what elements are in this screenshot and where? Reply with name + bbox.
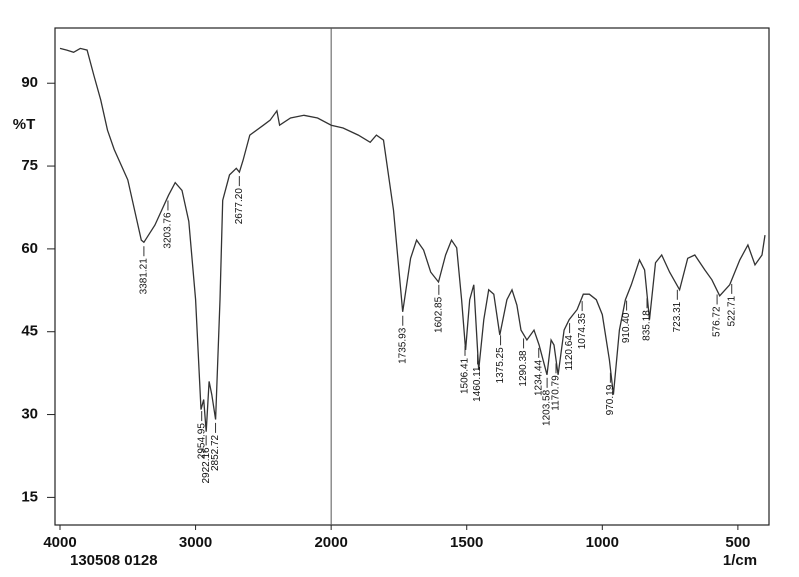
peak-label: 1170.79	[551, 375, 562, 411]
peak-label: 1735.93	[397, 327, 408, 364]
peak-label: 522.71	[726, 295, 737, 326]
x-tick-label: 4000	[43, 534, 76, 551]
peak-label: 3381.21	[139, 258, 150, 295]
x-tick-label: 500	[725, 534, 750, 551]
y-tick-label: 75	[21, 157, 38, 174]
plot-frame	[54, 27, 770, 526]
y-tick-label: 30	[21, 406, 38, 423]
y-axis-label: %T	[13, 116, 36, 133]
y-tick-label: 90	[21, 74, 38, 91]
peak-label: 3203.76	[163, 212, 174, 249]
peak-label: 1074.35	[577, 313, 588, 350]
y-tick-label: 60	[21, 240, 38, 257]
peak-label: 1203.58	[542, 389, 553, 426]
x-tick-label: 1000	[586, 534, 619, 551]
peak-label: 1460.11	[472, 366, 483, 402]
peak-label: 2677.20	[234, 188, 245, 225]
peak-label: 1506.41	[460, 357, 471, 394]
y-tick-label: 15	[21, 488, 38, 505]
peak-label: 1375.25	[495, 347, 506, 384]
peak-label: 1234.44	[533, 359, 544, 396]
caption: 130508 0128	[70, 552, 158, 569]
x-tick-label: 1500	[450, 534, 483, 551]
peak-label: 1120.64	[564, 335, 575, 371]
peak-label: 1602.85	[433, 296, 444, 333]
peak-label: 970.19	[605, 384, 616, 415]
spectrum-line	[59, 47, 766, 432]
peak-label: 723.31	[672, 301, 683, 332]
peak-label: 2922.16	[201, 447, 212, 484]
peak-label: 910.40	[621, 312, 632, 343]
peak-label: 2954.95	[196, 423, 207, 460]
x-tick-label: 3000	[179, 534, 212, 551]
x-tick-label: 2000	[314, 534, 347, 551]
peak-label: 576.72	[712, 306, 723, 337]
y-tick-label: 45	[21, 323, 38, 340]
x-axis-label: 1/cm	[723, 552, 757, 569]
peak-label: 835.18	[642, 310, 653, 341]
peak-label: 1290.38	[518, 350, 529, 387]
peak-label: 2852.72	[210, 434, 221, 471]
